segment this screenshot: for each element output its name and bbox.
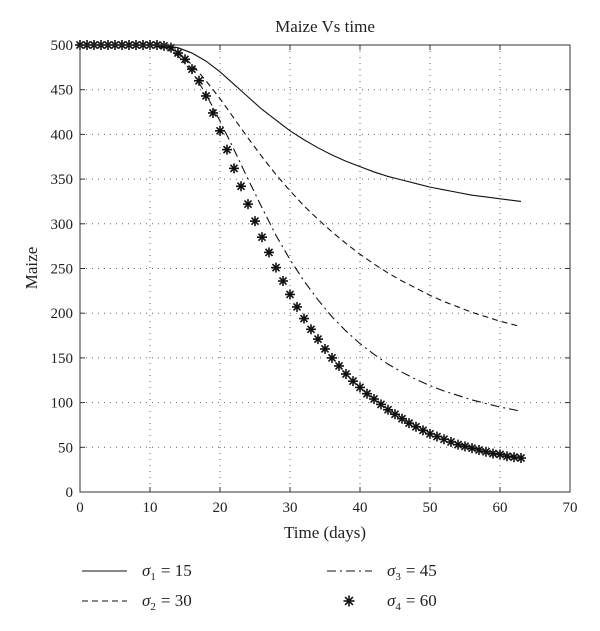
data-point [383, 404, 393, 415]
x-tick-label: 10 [143, 500, 158, 516]
legend-label: σ2 = 30 [142, 591, 192, 613]
legend-item-4: σ4 = 60 [343, 591, 437, 613]
legend: σ1 = 15 σ2 = 30 σ3 = 45 σ4 = 60 [82, 561, 437, 613]
series-3-line [80, 44, 522, 413]
data-point [313, 334, 323, 345]
data-point [488, 448, 498, 459]
data-point [173, 48, 183, 59]
data-point [215, 125, 225, 136]
data-point [236, 181, 246, 192]
data-point [348, 376, 358, 387]
data-point [502, 451, 512, 462]
chart-title: Maize Vs time [275, 17, 375, 36]
data-point [194, 75, 204, 86]
data-point [299, 313, 309, 324]
data-point [166, 42, 176, 53]
data-point [208, 107, 218, 118]
data-point [243, 199, 253, 210]
x-tick-label: 0 [76, 500, 84, 516]
data-point [397, 413, 407, 424]
series-1-line [80, 44, 522, 202]
x-axis-label: Time (days) [284, 523, 366, 542]
data-point [229, 163, 239, 174]
data-point [516, 453, 526, 464]
legend-item-1: σ1 = 15 [82, 561, 192, 583]
legend-marker [343, 595, 355, 607]
data-point [467, 443, 477, 454]
data-point [257, 232, 267, 243]
data-point [376, 399, 386, 410]
data-point [355, 382, 365, 393]
data-point [250, 216, 260, 227]
data-point [180, 54, 190, 65]
data-point [264, 247, 274, 258]
data-point [285, 289, 295, 300]
data-point [292, 301, 302, 312]
data-point [201, 90, 211, 101]
data-point [411, 421, 421, 432]
x-tick-label: 30 [283, 500, 298, 516]
x-tick-label: 70 [563, 500, 578, 516]
x-tick-label: 40 [353, 500, 368, 516]
data-point [362, 388, 372, 399]
x-tick-label: 60 [493, 500, 508, 516]
series-2-line [80, 44, 522, 328]
y-tick-label: 150 [51, 351, 74, 367]
data-point [334, 360, 344, 371]
series-4-markers [75, 40, 526, 464]
y-tick-label: 450 [51, 83, 74, 99]
legend-label: σ3 = 45 [387, 561, 437, 583]
legend-label: σ1 = 15 [142, 561, 192, 583]
axis-ticks: 0 10 20 30 40 50 60 70 0 50 100 150 200 250 300 350 400 4… [51, 38, 578, 516]
data-point [341, 368, 351, 379]
plot-series [75, 40, 526, 464]
y-tick-label: 0 [66, 485, 74, 501]
data-point [159, 40, 169, 51]
data-point [306, 324, 316, 335]
data-point [453, 439, 463, 450]
y-tick-label: 300 [51, 217, 74, 233]
legend-label: σ4 = 60 [387, 591, 437, 613]
y-tick-label: 200 [51, 306, 74, 322]
y-axis-label: Maize [22, 247, 41, 289]
data-point [278, 276, 288, 287]
data-point [474, 444, 484, 455]
y-tick-label: 50 [58, 440, 73, 456]
data-point [320, 343, 330, 354]
data-point [271, 262, 281, 273]
y-tick-label: 250 [51, 262, 74, 278]
y-tick-label: 100 [51, 396, 74, 412]
data-point [187, 64, 197, 75]
data-point [404, 418, 414, 429]
data-point [327, 352, 337, 363]
grid-lines [80, 45, 570, 492]
data-point [509, 452, 519, 463]
x-tick-label: 20 [213, 500, 228, 516]
y-tick-label: 500 [51, 38, 74, 54]
legend-item-2: σ2 = 30 [82, 591, 192, 613]
data-point [460, 441, 470, 452]
data-point [222, 144, 232, 155]
y-tick-label: 400 [51, 127, 74, 143]
y-tick-label: 350 [51, 172, 74, 188]
legend-item-3: σ3 = 45 [327, 561, 437, 583]
data-point [495, 449, 505, 460]
data-point [481, 446, 491, 457]
x-tick-label: 50 [423, 500, 438, 516]
data-point [390, 409, 400, 420]
data-point [418, 425, 428, 436]
plot-frame [79, 44, 571, 493]
data-point [369, 394, 379, 405]
